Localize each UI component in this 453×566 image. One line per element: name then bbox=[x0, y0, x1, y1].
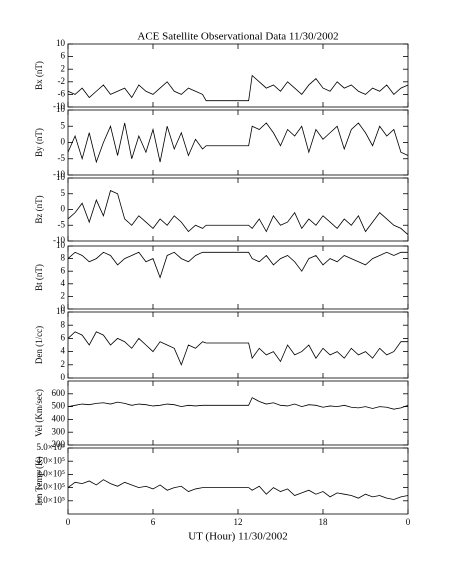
data-line bbox=[67, 74, 409, 102]
panel-frame bbox=[67, 380, 409, 446]
y-tick-label: 5 bbox=[61, 188, 66, 198]
data-line bbox=[67, 251, 408, 279]
y-tick-label: -5 bbox=[58, 153, 66, 163]
data-line bbox=[67, 190, 409, 235]
y-tick-label: 3.0×10⁵ bbox=[37, 468, 65, 478]
panel-frame bbox=[67, 245, 409, 310]
y-tick-label: 0 bbox=[61, 372, 66, 382]
x-axis-label: UT (Hour) 11/30/2002 bbox=[188, 531, 288, 543]
y-tick-label: 6 bbox=[61, 332, 66, 342]
y-axis-label: Bx (nT) bbox=[34, 61, 44, 90]
y-tick-label: -10 bbox=[53, 101, 65, 111]
y-tick-label: 10 bbox=[56, 240, 66, 250]
panel-frame bbox=[67, 447, 409, 515]
y-tick-label: 10 bbox=[56, 104, 66, 114]
y-tick-label: 200 bbox=[52, 439, 66, 449]
y-axis-label: Bz (nT) bbox=[34, 195, 44, 223]
y-tick-label: 0 bbox=[61, 204, 66, 214]
y-tick-label: 0 bbox=[61, 137, 66, 147]
x-tick-label: 12 bbox=[234, 517, 243, 527]
y-tick-label: 4 bbox=[61, 278, 66, 288]
y-tick-label: -2 bbox=[58, 76, 66, 86]
y-tick-label: 2 bbox=[61, 63, 66, 73]
y-tick-label: 2 bbox=[61, 359, 66, 369]
y-tick-label: 0 bbox=[61, 303, 66, 313]
x-tick-label: 18 bbox=[319, 517, 329, 527]
y-tick-label: 10 bbox=[56, 38, 66, 48]
y-tick-label: 300 bbox=[52, 426, 66, 436]
y-tick-label: 8 bbox=[61, 253, 66, 263]
y-axis-label: Vel (Km/sec) bbox=[34, 389, 44, 437]
y-axis-label: Den (1/cc) bbox=[34, 326, 44, 364]
panel-frame bbox=[67, 311, 409, 379]
y-tick-label: 2 bbox=[61, 290, 66, 300]
y-axis-label: By (nT) bbox=[34, 128, 44, 157]
y-tick-label: -10 bbox=[53, 169, 65, 179]
data-line bbox=[67, 479, 409, 500]
y-tick-label: 500 bbox=[52, 401, 66, 411]
x-tick-label: 0 bbox=[66, 517, 71, 527]
y-tick-label: 10 bbox=[56, 306, 66, 316]
y-tick-label: 400 bbox=[52, 413, 66, 423]
y-tick-label: -10 bbox=[53, 235, 65, 245]
y-tick-label: 600 bbox=[52, 388, 66, 398]
y-tick-label: -6 bbox=[58, 88, 66, 98]
y-tick-label: 1.0×10⁵ bbox=[37, 495, 65, 505]
y-tick-label: 6 bbox=[61, 265, 66, 275]
y-tick-label: 4 bbox=[61, 346, 66, 356]
y-tick-label: 10 bbox=[56, 172, 66, 182]
x-tick-label: 0 bbox=[406, 517, 411, 527]
x-tick-label: 6 bbox=[151, 517, 156, 527]
y-axis-label: Bt (nT) bbox=[34, 264, 44, 291]
y-tick-label: 5.0×10⁵ bbox=[37, 442, 65, 452]
y-axis-label: Ion Temp (K) bbox=[34, 456, 44, 505]
y-tick-label: -5 bbox=[58, 219, 66, 229]
data-line bbox=[67, 331, 408, 366]
y-tick-label: 6 bbox=[61, 51, 66, 61]
panel-frame bbox=[67, 177, 409, 242]
data-line bbox=[67, 122, 409, 164]
chart-title: ACE Satellite Observational Data 11/30/2… bbox=[137, 31, 338, 43]
y-tick-label: 8 bbox=[61, 319, 66, 329]
y-tick-label: 4.0×10⁵ bbox=[37, 455, 65, 465]
y-tick-label: 2.0×10⁵ bbox=[37, 482, 65, 492]
panel-frame bbox=[67, 43, 409, 108]
y-tick-label: 5 bbox=[61, 120, 66, 130]
panel-frame bbox=[67, 109, 409, 176]
data-line bbox=[67, 397, 409, 410]
